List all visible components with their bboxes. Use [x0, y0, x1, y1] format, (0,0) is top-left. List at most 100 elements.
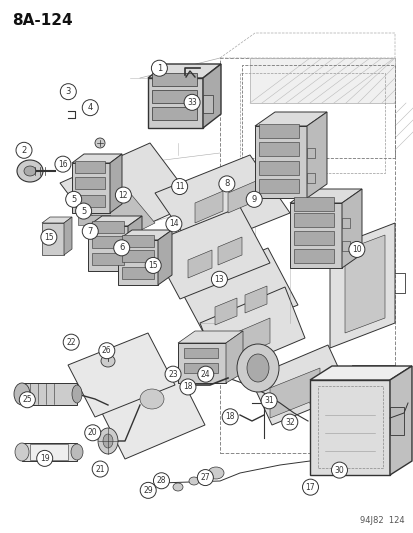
Polygon shape [188, 250, 211, 278]
Ellipse shape [72, 385, 82, 403]
Text: 11: 11 [175, 182, 184, 191]
Text: 94J82  124: 94J82 124 [359, 516, 404, 525]
Ellipse shape [101, 355, 115, 367]
Text: 29: 29 [143, 486, 153, 495]
Polygon shape [309, 366, 411, 380]
Bar [183, 348, 218, 358]
Polygon shape [147, 78, 202, 128]
Text: 30: 30 [334, 466, 344, 474]
Bar [122, 267, 154, 279]
Circle shape [41, 229, 57, 245]
Text: 13: 13 [214, 275, 224, 284]
Text: 15: 15 [148, 261, 158, 270]
Circle shape [37, 450, 52, 466]
Ellipse shape [140, 389, 164, 409]
Bar [259, 124, 298, 138]
Ellipse shape [103, 434, 113, 448]
Ellipse shape [158, 479, 168, 487]
Circle shape [145, 257, 161, 273]
Text: 16: 16 [58, 160, 68, 168]
Bar [341, 241, 349, 251]
Text: 8: 8 [224, 180, 229, 188]
Polygon shape [228, 181, 255, 213]
Text: 9: 9 [251, 195, 256, 204]
Circle shape [85, 425, 100, 441]
Polygon shape [306, 112, 326, 198]
Text: 5: 5 [81, 207, 86, 215]
Circle shape [197, 470, 213, 486]
Bar [75, 177, 105, 189]
Circle shape [140, 482, 156, 498]
Polygon shape [158, 230, 171, 285]
Circle shape [197, 366, 213, 382]
Bar [306, 148, 314, 158]
Bar [259, 161, 298, 175]
Polygon shape [344, 235, 384, 333]
Bar [178, 343, 225, 383]
Circle shape [261, 393, 276, 409]
Polygon shape [178, 248, 297, 341]
Bar [293, 249, 333, 263]
Polygon shape [64, 217, 72, 255]
Polygon shape [195, 191, 223, 223]
Polygon shape [389, 366, 411, 475]
Ellipse shape [173, 483, 183, 491]
Text: 33: 33 [187, 98, 197, 107]
Polygon shape [90, 193, 154, 243]
Bar [293, 213, 333, 227]
Polygon shape [147, 64, 221, 78]
Text: 23: 23 [168, 370, 178, 378]
Circle shape [331, 462, 347, 478]
Polygon shape [68, 333, 175, 417]
Polygon shape [269, 368, 319, 418]
Circle shape [180, 379, 195, 395]
Text: 14: 14 [169, 220, 178, 228]
Bar [293, 231, 333, 245]
Polygon shape [88, 226, 128, 271]
Polygon shape [309, 383, 374, 438]
Circle shape [92, 461, 108, 477]
Text: 5: 5 [71, 195, 76, 204]
Text: 8A-124: 8A-124 [12, 13, 72, 28]
Bar [92, 236, 124, 248]
Circle shape [82, 223, 98, 239]
Circle shape [66, 191, 81, 207]
Text: 1: 1 [157, 64, 161, 72]
Polygon shape [289, 203, 341, 268]
Ellipse shape [14, 383, 30, 405]
Polygon shape [228, 318, 269, 361]
Text: 22: 22 [66, 338, 76, 346]
Polygon shape [150, 207, 269, 299]
Polygon shape [218, 237, 242, 265]
Polygon shape [118, 240, 158, 285]
Polygon shape [88, 216, 142, 226]
Circle shape [246, 191, 261, 207]
Polygon shape [60, 143, 195, 243]
Text: 20: 20 [88, 429, 97, 437]
Polygon shape [341, 189, 361, 268]
Circle shape [211, 271, 227, 287]
Text: 17: 17 [305, 483, 315, 491]
Polygon shape [319, 401, 354, 435]
Ellipse shape [247, 354, 268, 382]
Text: 18: 18 [225, 413, 234, 421]
Circle shape [76, 203, 91, 219]
Bar [341, 218, 349, 228]
Ellipse shape [207, 467, 223, 479]
Polygon shape [178, 331, 242, 343]
Circle shape [55, 156, 71, 172]
Polygon shape [154, 155, 289, 251]
Polygon shape [98, 371, 204, 459]
Circle shape [302, 479, 318, 495]
Bar [152, 73, 197, 86]
Polygon shape [72, 163, 110, 213]
Circle shape [99, 343, 114, 359]
Circle shape [166, 216, 181, 232]
Text: 28: 28 [157, 477, 166, 485]
Circle shape [153, 473, 169, 489]
Polygon shape [329, 223, 394, 348]
Polygon shape [72, 154, 122, 163]
Circle shape [114, 240, 129, 256]
Ellipse shape [98, 428, 118, 454]
Circle shape [184, 94, 199, 110]
